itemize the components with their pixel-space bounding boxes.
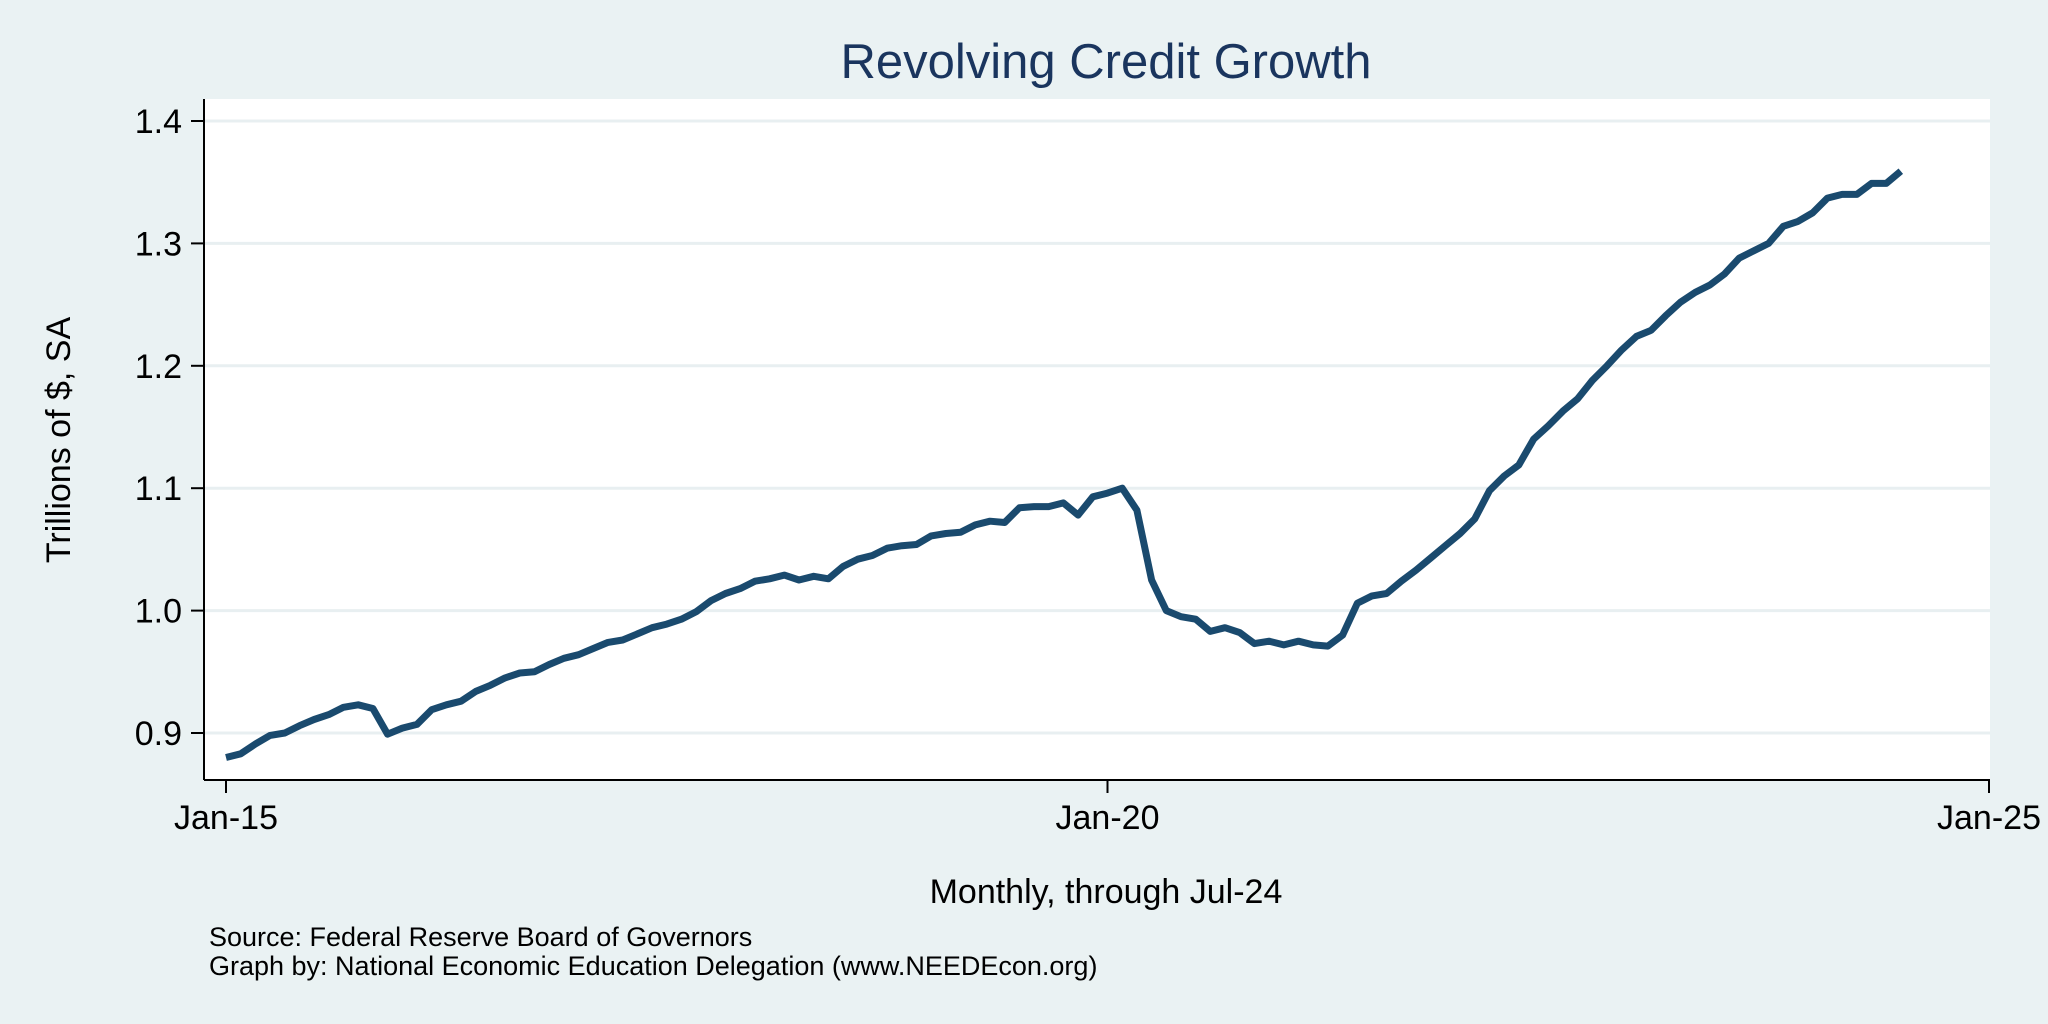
x-axis: Jan-15 Jan-20 Jan-25 [174, 779, 2041, 837]
y-axis: 0.9 1.0 1.1 1.2 1.3 1.4 [135, 99, 205, 780]
x-tick-label: Jan-25 [1937, 799, 2041, 837]
y-tick-label: 1.4 [135, 103, 182, 141]
y-tick-label: 1.1 [135, 470, 182, 508]
chart-title: Revolving Credit Growth [840, 35, 1371, 89]
x-tick-label: Jan-15 [174, 799, 278, 837]
y-tick-label: 1.3 [135, 225, 182, 263]
y-axis-label: Trillions of $, SA [40, 317, 78, 564]
x-axis-label: Monthly, through Jul-24 [930, 873, 1283, 911]
x-tick-label: Jan-20 [1056, 799, 1160, 837]
series-line [225, 168, 1904, 761]
y-tick-label: 1.0 [135, 593, 182, 631]
plot-area [204, 99, 1990, 780]
credit-note: Graph by: National Economic Education De… [209, 951, 1097, 981]
gridlines [204, 119, 1990, 735]
y-tick-label: 0.9 [135, 715, 182, 753]
y-tick-label: 1.2 [135, 348, 182, 386]
source-note: Source: Federal Reserve Board of Governo… [209, 922, 752, 952]
